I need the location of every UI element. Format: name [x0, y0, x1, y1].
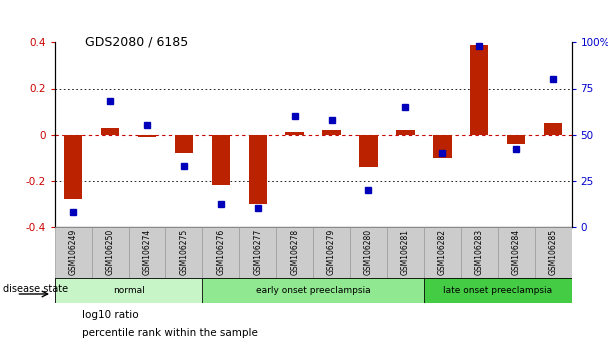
- Bar: [64, 135, 83, 199]
- Bar: [461, 227, 498, 278]
- Bar: [313, 227, 350, 278]
- Text: GSM106278: GSM106278: [290, 229, 299, 275]
- Text: GSM106283: GSM106283: [475, 229, 484, 275]
- Text: late onset preeclampsia: late onset preeclampsia: [443, 286, 552, 295]
- Text: GSM106282: GSM106282: [438, 229, 447, 275]
- Bar: [350, 227, 387, 278]
- Bar: [55, 278, 202, 303]
- Text: GSM106249: GSM106249: [69, 229, 78, 275]
- Text: GSM106277: GSM106277: [254, 229, 262, 275]
- Text: GDS2080 / 6185: GDS2080 / 6185: [85, 35, 188, 48]
- Text: percentile rank within the sample: percentile rank within the sample: [82, 328, 258, 338]
- Bar: [387, 227, 424, 278]
- Text: GSM106276: GSM106276: [216, 229, 226, 275]
- Bar: [285, 132, 304, 135]
- Text: GSM106274: GSM106274: [142, 229, 151, 275]
- Bar: [359, 135, 378, 167]
- Text: GSM106279: GSM106279: [327, 229, 336, 275]
- Text: GSM106281: GSM106281: [401, 229, 410, 275]
- Bar: [534, 227, 572, 278]
- Bar: [128, 227, 165, 278]
- Text: normal: normal: [112, 286, 145, 295]
- Bar: [396, 130, 415, 135]
- Bar: [424, 227, 461, 278]
- Text: log10 ratio: log10 ratio: [82, 310, 139, 320]
- Bar: [55, 227, 92, 278]
- Bar: [433, 135, 452, 158]
- Bar: [470, 45, 488, 135]
- Bar: [202, 227, 240, 278]
- Bar: [174, 135, 193, 153]
- Text: GSM106284: GSM106284: [512, 229, 520, 275]
- Bar: [424, 278, 572, 303]
- Bar: [322, 130, 341, 135]
- Bar: [101, 128, 119, 135]
- Text: GSM106275: GSM106275: [179, 229, 188, 275]
- Text: GSM106250: GSM106250: [106, 229, 114, 275]
- Text: disease state: disease state: [3, 284, 68, 293]
- Bar: [165, 227, 202, 278]
- Bar: [212, 135, 230, 185]
- Text: early onset preeclampsia: early onset preeclampsia: [256, 286, 370, 295]
- Bar: [138, 135, 156, 137]
- Text: GSM106285: GSM106285: [548, 229, 558, 275]
- Bar: [276, 227, 313, 278]
- Bar: [498, 227, 534, 278]
- Bar: [544, 123, 562, 135]
- Text: GSM106280: GSM106280: [364, 229, 373, 275]
- Bar: [507, 135, 525, 144]
- Bar: [249, 135, 267, 204]
- Bar: [202, 278, 424, 303]
- Bar: [240, 227, 276, 278]
- Bar: [92, 227, 128, 278]
